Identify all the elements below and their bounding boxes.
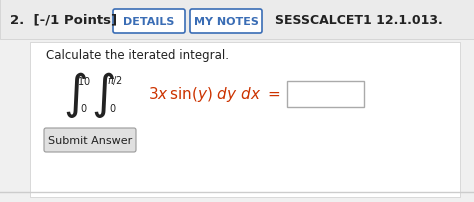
Text: $0$: $0$: [109, 101, 117, 114]
Text: $0$: $0$: [80, 101, 88, 114]
Text: $\int$: $\int$: [63, 70, 87, 119]
Text: 2.  [-/1 Points]: 2. [-/1 Points]: [10, 14, 117, 26]
Text: DETAILS: DETAILS: [123, 17, 175, 27]
Text: $\pi/2$: $\pi/2$: [107, 74, 123, 87]
Text: $\int$: $\int$: [91, 70, 115, 119]
Text: $10$: $10$: [77, 75, 91, 87]
Text: SESSCALCET1 12.1.013.: SESSCALCET1 12.1.013.: [275, 14, 443, 26]
FancyBboxPatch shape: [190, 10, 262, 34]
Text: MY NOTES: MY NOTES: [193, 17, 258, 27]
Text: $3x\,\sin(y)\ dy\ dx\ =$: $3x\,\sin(y)\ dy\ dx\ =$: [148, 85, 280, 104]
Text: Calculate the iterated integral.: Calculate the iterated integral.: [46, 48, 229, 61]
Text: Submit Answer: Submit Answer: [48, 135, 132, 145]
FancyBboxPatch shape: [287, 82, 364, 107]
FancyBboxPatch shape: [0, 0, 474, 40]
FancyBboxPatch shape: [113, 10, 185, 34]
FancyBboxPatch shape: [30, 43, 460, 197]
FancyBboxPatch shape: [44, 128, 136, 152]
